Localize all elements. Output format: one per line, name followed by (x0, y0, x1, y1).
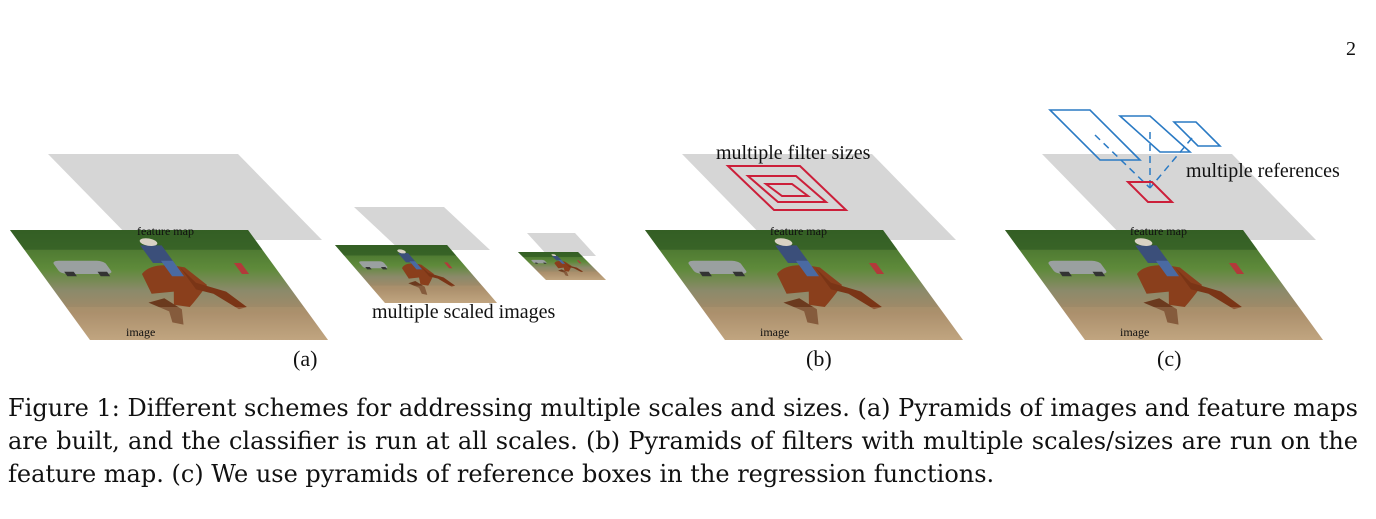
reference-box-medium (1117, 115, 1193, 153)
filter-box-small (763, 183, 811, 197)
panel-b-image-label: image (760, 325, 789, 339)
panel-b-feature-map-label: feature map (770, 224, 827, 238)
figure-caption: Figure 1: Different schemes for addressi… (8, 394, 1358, 488)
panel-c-projection-lines (1094, 132, 1193, 189)
filter-box-medium (745, 175, 829, 203)
panel-a-small-image (518, 252, 606, 280)
reference-box-large (1048, 109, 1142, 161)
panel-c-image-label: image (1120, 325, 1149, 339)
panel-c-sublabel: (c) (1157, 346, 1181, 371)
panel-a-annotation: multiple scaled images (372, 301, 555, 323)
panel-a-medium-level (335, 207, 497, 303)
figure-1: feature map image multiple scaled images… (10, 109, 1340, 371)
panel-a-large-level: feature map image (10, 154, 328, 340)
panel-a-large-image (10, 230, 328, 340)
panel-c-reference-boxes (1048, 109, 1222, 161)
panel-a-medium-feature-map (354, 207, 490, 250)
panel-b-image (645, 230, 963, 340)
panel-b-sublabel: (b) (806, 346, 832, 371)
panel-c-anchor-box (1125, 181, 1175, 203)
panel-b-filter-boxes (725, 165, 849, 211)
panel-a-medium-image (335, 245, 497, 303)
panel-c-feature-map (1042, 154, 1316, 240)
panel-a-feature-map-label: feature map (137, 224, 194, 238)
panel-a-small-level (518, 233, 606, 280)
panel-c-image (1005, 230, 1323, 340)
panel-a-image-label: image (126, 325, 155, 339)
panel-a-small-feature-map (527, 233, 596, 256)
page-number: 2 (1346, 38, 1356, 60)
panel-b-annotation: multiple filter sizes (716, 142, 871, 164)
panel-c-annotation: multiple references (1186, 160, 1340, 182)
reference-box-small (1172, 121, 1222, 147)
panel-a-sublabel: (a) (293, 346, 317, 371)
filter-box-large (725, 165, 849, 211)
panel-b: multiple filter sizes feature map image … (645, 142, 963, 371)
panel-c-feature-map-label: feature map (1130, 224, 1187, 238)
panel-a: feature map image multiple scaled images… (10, 154, 606, 371)
panel-a-large-feature-map (48, 154, 322, 240)
panel-c: multiple references feature map image (c… (1005, 109, 1340, 371)
